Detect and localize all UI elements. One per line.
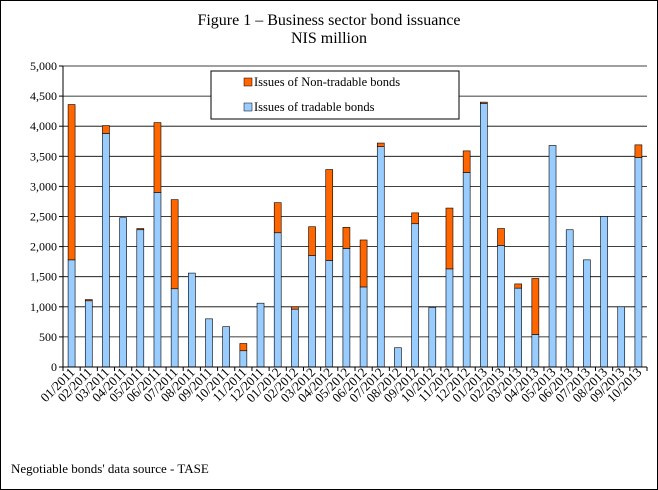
bar-non-tradable [273,202,282,234]
y-tick-label: 1,000 [30,300,57,314]
bar-non-tradable [411,212,419,225]
bar-tradable [136,229,145,368]
y-tick-label: 0 [51,360,57,374]
bar-non-tradable [342,227,351,249]
bar-tradable [239,350,248,368]
chart-subtitle: NIS million [291,30,367,47]
bar-tradable [205,318,213,368]
bar-tradable [376,146,385,368]
bar-non-tradable [376,142,385,147]
legend: Issues of Non-tradable bonds Issues of t… [210,70,460,120]
bar-non-tradable [531,278,540,335]
legend-swatch-tradable [243,102,253,112]
bar-tradable [411,223,419,368]
bar-tradable [394,347,402,368]
y-tick-label: 4,500 [30,89,57,103]
bar-tradable [256,302,265,368]
bar-tradable [170,288,179,368]
bar-non-tradable [239,343,248,352]
bar-tradable [153,192,162,368]
bar-tradable [583,259,591,368]
bar-non-tradable [497,228,505,246]
bar-tradable [428,307,437,368]
y-tick-label: 1,500 [30,270,57,284]
legend-swatch-non-tradable [243,77,253,87]
bar-tradable [565,229,574,368]
y-tick-labels: 0 500 1,000 1,500 2,000 2,500 3,000 3,500 4,000 4… [30,59,57,374]
bar-non-tradable [480,101,488,104]
bar-tradable [325,260,334,368]
bar-tradable [291,308,299,368]
bar-non-tradable [102,125,110,134]
chart-title: Figure 1 – Business sector bond issuance [197,12,460,29]
bar-tradable [84,300,93,368]
bar-tradable [222,326,230,368]
bar-tradable [102,133,110,368]
bar-tradable [531,334,540,368]
bar-non-tradable [634,144,643,158]
y-tick-label: 3,000 [30,179,57,193]
bar-tradable [342,248,351,368]
bar-non-tradable [514,283,522,289]
bar-tradable [273,232,282,368]
bar-tradable [634,157,643,368]
bar-non-tradable [170,199,179,290]
legend-label-non-tradable: Issues of Non-tradable bonds [254,75,400,89]
bar-tradable [480,103,488,368]
footnote: Negotiable bonds' data source - TASE [11,461,209,476]
bar-non-tradable [153,122,162,193]
y-tick-label: 2,500 [30,210,57,224]
y-tick-label: 2,000 [30,240,57,254]
bar-non-tradable [67,104,76,261]
legend-box [210,70,460,120]
bar-tradable [617,306,626,368]
x-tick-labels: 01/201102/201103/201104/201105/201106/20… [37,365,648,405]
y-tick-label: 3,500 [30,149,57,163]
legend-label-tradable: Issues of tradable bonds [254,100,375,114]
bar-non-tradable [136,228,145,231]
bar-non-tradable [84,299,93,302]
bar-non-tradable [359,239,368,288]
bar-tradable [497,245,505,368]
bar-tradable [462,172,471,368]
bar-tradable [445,268,454,368]
bar-tradable [67,259,76,368]
bar-tradable [548,145,557,368]
bar-tradable [308,255,316,368]
bars [67,101,643,368]
y-tick-label: 5,000 [30,59,57,73]
bar-non-tradable [291,306,299,310]
bar-non-tradable [462,150,471,173]
y-tick-label: 500 [39,330,57,344]
bar-tradable [514,287,522,368]
bar-tradable [359,286,368,368]
bar-non-tradable [308,226,316,256]
bar-non-tradable [325,169,334,261]
bar-tradable [188,272,196,368]
bar-non-tradable [445,207,454,270]
bar-tradable [600,216,608,368]
bar-tradable [119,217,127,368]
y-tick-label: 4,000 [30,119,57,133]
